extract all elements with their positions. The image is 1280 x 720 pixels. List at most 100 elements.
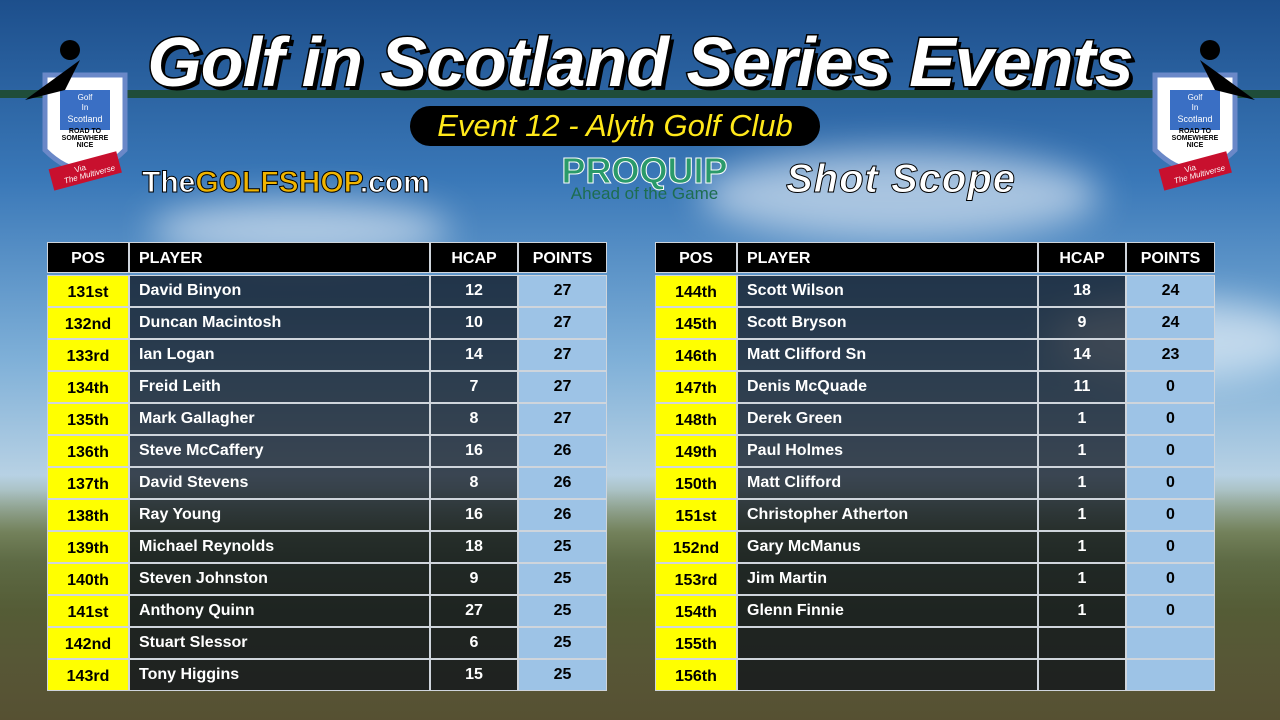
logo-via: Via (74, 163, 88, 175)
logo-via: Via (1184, 163, 1198, 175)
pos-cell: 138th (47, 499, 129, 531)
subtitle: Event 12 - Alyth Golf Club (410, 106, 820, 146)
hcap-cell: 9 (1038, 307, 1126, 339)
player-cell: Michael Reynolds (129, 531, 430, 563)
hcap-cell: 18 (1038, 275, 1126, 307)
hcap-cell: 7 (430, 371, 518, 403)
points-cell: 0 (1126, 563, 1215, 595)
points-cell: 0 (1126, 467, 1215, 499)
player-cell: David Stevens (129, 467, 430, 499)
hcap-cell: 14 (1038, 339, 1126, 371)
proquip-logo: PROQUIP (561, 150, 728, 192)
hcap-cell: 14 (430, 339, 518, 371)
golfshop-logo: TheGOLFSHOP.com (141, 166, 430, 200)
player-cell: Duncan Macintosh (129, 307, 430, 339)
hcap-cell: 1 (1038, 467, 1126, 499)
pos-cell: 143rd (47, 659, 129, 691)
points-cell: 0 (1126, 595, 1215, 627)
points-cell (1126, 659, 1215, 691)
points-cell: 27 (518, 371, 607, 403)
cloud (700, 150, 1100, 240)
player-cell: Ray Young (129, 499, 430, 531)
points-cell: 0 (1126, 531, 1215, 563)
pos-cell: 150th (655, 467, 737, 499)
pos-cell: 151st (655, 499, 737, 531)
points-cell: 25 (518, 627, 607, 659)
player-cell (737, 659, 1038, 691)
hcap-cell: 1 (1038, 435, 1126, 467)
player-cell: David Binyon (129, 275, 430, 307)
hcap-cell: 8 (430, 467, 518, 499)
hcap-cell: 9 (430, 563, 518, 595)
player-cell: Paul Holmes (737, 435, 1038, 467)
pos-cell: 132nd (47, 307, 129, 339)
hcap-cell: 6 (430, 627, 518, 659)
hcap-cell: 1 (1038, 403, 1126, 435)
ribbon (48, 151, 122, 191)
hcap-cell: 1 (1038, 563, 1126, 595)
points-cell (1126, 627, 1215, 659)
pos-cell: 152nd (655, 531, 737, 563)
player-cell: Christopher Atherton (737, 499, 1038, 531)
player-cell: Scott Bryson (737, 307, 1038, 339)
player-cell: Stuart Slessor (129, 627, 430, 659)
player-cell: Steve McCaffery (129, 435, 430, 467)
points-cell: 0 (1126, 435, 1215, 467)
pos-cell: 140th (47, 563, 129, 595)
pos-cell: 156th (655, 659, 737, 691)
player-cell: Mark Gallagher (129, 403, 430, 435)
hcap-cell (1038, 659, 1126, 691)
golfer-head (60, 40, 80, 60)
title: Golf in Scotland Series Events (146, 22, 1135, 103)
golfshop-the: The (141, 166, 196, 200)
proquip-tagline: Ahead of the Game (570, 184, 719, 203)
player-cell: Anthony Quinn (129, 595, 430, 627)
column-header: PLAYER (129, 242, 430, 273)
pos-cell: 148th (655, 403, 737, 435)
column-header: POINTS (518, 242, 607, 273)
shotscope-logo: Shot Scope (785, 157, 1017, 202)
player-cell (737, 627, 1038, 659)
points-cell: 23 (1126, 339, 1215, 371)
hcap-cell: 27 (430, 595, 518, 627)
hcap-cell: 10 (430, 307, 518, 339)
points-cell: 25 (518, 563, 607, 595)
column-header: HCAP (430, 242, 518, 273)
player-cell: Matt Clifford Sn (737, 339, 1038, 371)
logo-text: Scotland (1177, 114, 1212, 124)
hcap-cell: 15 (430, 659, 518, 691)
logo-text: In (82, 103, 89, 112)
column-header: PLAYER (737, 242, 1038, 273)
column-header: POS (47, 242, 129, 273)
ribbon (1158, 151, 1232, 191)
logo-motto: Road to Somewhere Nice (1171, 128, 1219, 149)
badge (1170, 90, 1220, 130)
hcap-cell (1038, 627, 1126, 659)
logo-text: In (1192, 103, 1199, 112)
hcap-cell: 18 (430, 531, 518, 563)
hcap-cell: 11 (1038, 371, 1126, 403)
points-cell: 27 (518, 275, 607, 307)
pos-cell: 154th (655, 595, 737, 627)
points-cell: 25 (518, 531, 607, 563)
logo-text: Golf (1188, 93, 1203, 102)
golfshop-name: GOLFSHOP (195, 166, 360, 200)
pos-cell: 139th (47, 531, 129, 563)
golfer (1200, 60, 1255, 100)
points-cell: 25 (518, 595, 607, 627)
points-cell: 27 (518, 307, 607, 339)
player-cell: Matt Clifford (737, 467, 1038, 499)
points-cell: 0 (1126, 371, 1215, 403)
hcap-cell: 16 (430, 435, 518, 467)
logo-text: Golf (78, 93, 93, 102)
player-cell: Freid Leith (129, 371, 430, 403)
points-cell: 24 (1126, 275, 1215, 307)
player-cell: Jim Martin (737, 563, 1038, 595)
points-cell: 27 (518, 403, 607, 435)
pos-cell: 131st (47, 275, 129, 307)
golfer (25, 60, 80, 100)
pos-cell: 135th (47, 403, 129, 435)
pos-cell: 134th (47, 371, 129, 403)
header-bar (0, 90, 1280, 98)
